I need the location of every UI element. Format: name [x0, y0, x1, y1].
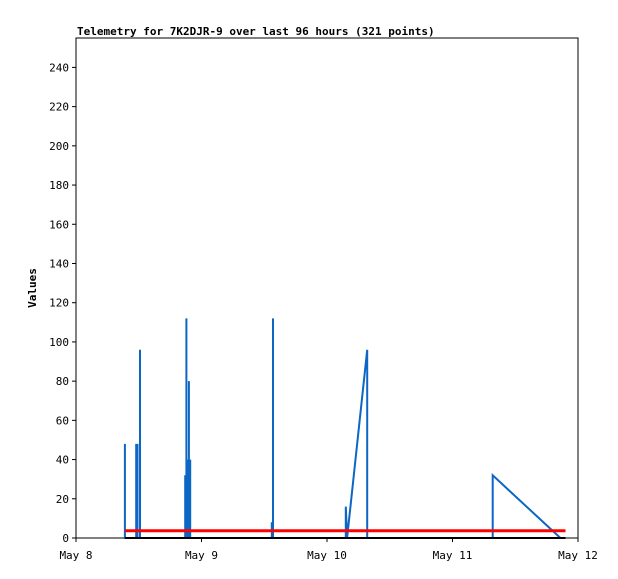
y-tick-label-140: 140	[49, 257, 69, 270]
x-tick-label-0: May 8	[59, 549, 92, 562]
series-line-0	[123, 318, 562, 539]
x-tick-label-3: May 11	[433, 549, 473, 562]
y-tick-label-180: 180	[49, 179, 69, 192]
y-tick-label-200: 200	[49, 140, 69, 153]
plot-area: 0 20 40 60 80 100 120 140 160 180 200 220 240 May 8 Ma…	[49, 37, 598, 562]
y-axis-label: Values	[26, 268, 39, 308]
x-tick-label-1: May 9	[185, 549, 218, 562]
x-tick-label-2: May 10	[307, 549, 347, 562]
chart-title: Telemetry for 7K2DJR-9 over last 96 hour…	[77, 25, 435, 38]
y-tick-label-220: 220	[49, 101, 69, 114]
y-tick-label-80: 80	[56, 375, 69, 388]
y-tick-label-100: 100	[49, 336, 69, 349]
y-tick-label-60: 60	[56, 414, 69, 427]
y-tick-label-20: 20	[56, 493, 69, 506]
x-tick-label-4: May 12	[558, 549, 598, 562]
y-tick-label-0: 0	[62, 532, 69, 545]
y-tick-label-40: 40	[56, 454, 69, 467]
y-tick-label-240: 240	[49, 61, 69, 74]
y-tick-label-160: 160	[49, 218, 69, 231]
y-tick-label-120: 120	[49, 297, 69, 310]
plot-frame	[75, 37, 579, 539]
